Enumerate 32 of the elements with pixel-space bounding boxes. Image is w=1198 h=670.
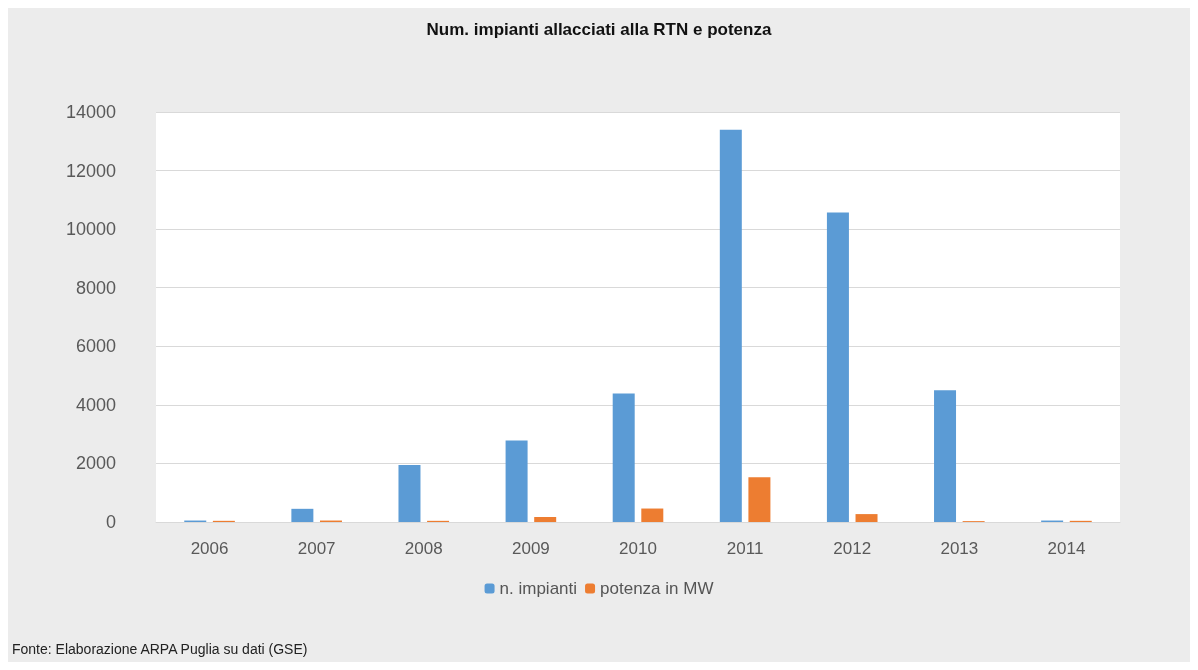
y-tick-label: 8000 <box>75 277 116 298</box>
bar <box>826 212 849 522</box>
x-tick-label: 2006 <box>190 539 229 558</box>
bar <box>855 514 878 522</box>
x-tick-label: 2009 <box>511 539 550 558</box>
bar <box>748 477 771 522</box>
bar <box>641 508 664 522</box>
y-tick-label: 10000 <box>65 219 116 240</box>
bar <box>719 129 742 522</box>
bar <box>934 390 957 522</box>
bar <box>534 517 557 522</box>
bar <box>505 440 528 522</box>
bar <box>612 393 635 522</box>
x-tick-label: 2013 <box>940 539 979 558</box>
x-tick-label: 2012 <box>833 539 872 558</box>
chart-title: Num. impianti allacciati alla RTN e potenza <box>426 20 772 39</box>
bar <box>398 464 421 522</box>
x-tick-label: 2008 <box>404 539 443 558</box>
y-tick-label: 12000 <box>65 160 116 181</box>
x-tick-label: 2014 <box>1047 539 1086 558</box>
y-tick-label: 6000 <box>75 336 116 357</box>
legend-label: n. impianti <box>499 579 578 598</box>
x-tick-label: 2011 <box>726 539 764 558</box>
source-note: Fonte: Elaborazione ARPA Puglia su dati (GSE) <box>12 641 308 657</box>
bar <box>291 508 314 522</box>
x-tick-label: 2010 <box>619 539 657 558</box>
y-tick-label: 0 <box>105 512 116 532</box>
y-tick-label: 4000 <box>75 394 116 415</box>
y-tick-label: 2000 <box>75 453 116 474</box>
x-tick-label: 2007 <box>297 539 336 558</box>
legend-label: potenza in MW <box>600 579 714 598</box>
y-tick-label: 14000 <box>65 102 116 122</box>
